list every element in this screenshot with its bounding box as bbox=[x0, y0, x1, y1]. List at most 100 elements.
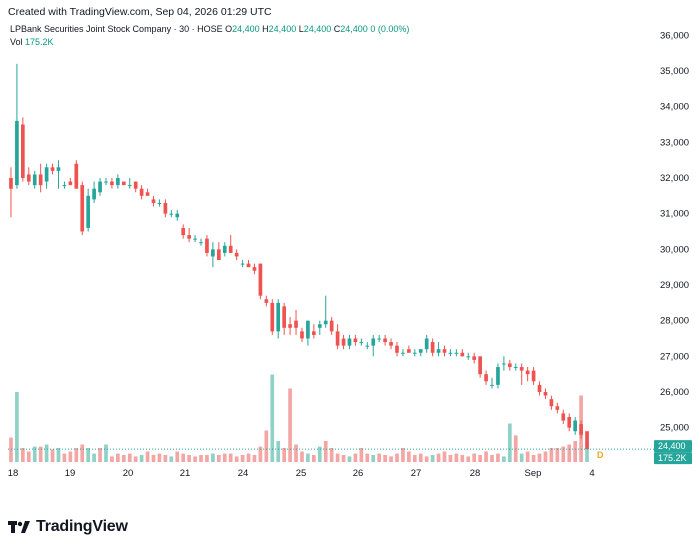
volume-bar bbox=[86, 448, 91, 462]
time-tick-label: 20 bbox=[123, 468, 134, 479]
candle bbox=[151, 195, 156, 207]
candle bbox=[401, 349, 405, 357]
volume-bar bbox=[389, 456, 393, 462]
candle bbox=[383, 334, 387, 346]
candle bbox=[68, 178, 73, 186]
candle-body bbox=[418, 349, 423, 353]
candle bbox=[121, 181, 126, 186]
volume-bar bbox=[151, 455, 156, 462]
candle-body bbox=[442, 349, 447, 353]
candle bbox=[38, 163, 43, 193]
candle bbox=[282, 302, 286, 335]
volume-bar bbox=[50, 449, 55, 462]
candle-body bbox=[92, 188, 96, 200]
time-tick-label: 27 bbox=[411, 468, 422, 479]
candle-body bbox=[157, 202, 162, 204]
candle bbox=[15, 63, 19, 189]
candle-body bbox=[335, 331, 340, 346]
candle-body bbox=[288, 324, 292, 328]
candle bbox=[442, 345, 447, 357]
candle-body bbox=[323, 320, 328, 325]
candle-body bbox=[519, 367, 524, 371]
volume-bar bbox=[407, 451, 411, 462]
candle-body bbox=[359, 342, 364, 344]
created-with-label: Created with TradingView.com, Sep 04, 20… bbox=[8, 6, 272, 18]
volume-bar bbox=[490, 455, 494, 462]
volume-bar bbox=[507, 423, 512, 462]
tradingview-logo-icon bbox=[8, 521, 30, 533]
volume-bar bbox=[116, 453, 120, 462]
candle-body bbox=[561, 413, 566, 421]
volume-bar bbox=[519, 453, 524, 462]
price-tick-label: 26,000 bbox=[660, 387, 689, 398]
volume-bar bbox=[543, 451, 548, 462]
chart-legend: LPBank Securities Joint Stock Company · … bbox=[10, 24, 409, 34]
candle-body bbox=[175, 213, 180, 218]
volume-bar bbox=[9, 437, 13, 462]
volume-bar bbox=[531, 455, 536, 462]
volume-bar bbox=[270, 374, 275, 462]
volume-bar bbox=[216, 455, 221, 462]
time-tick-label: 21 bbox=[180, 468, 191, 479]
volume-bar bbox=[306, 453, 310, 462]
candle bbox=[181, 224, 186, 239]
candle bbox=[585, 431, 589, 450]
candle bbox=[365, 342, 370, 350]
candle-body bbox=[507, 363, 512, 368]
tradingview-logo[interactable]: TradingView bbox=[8, 518, 128, 536]
candle-body bbox=[407, 349, 411, 353]
volume-bar bbox=[110, 456, 114, 462]
volume-bar bbox=[139, 455, 144, 462]
time-tick-label: 26 bbox=[353, 468, 364, 479]
candle bbox=[460, 349, 465, 357]
candle bbox=[323, 295, 328, 328]
candle-body bbox=[163, 202, 168, 214]
candle-body bbox=[222, 245, 227, 253]
candle bbox=[395, 342, 399, 357]
candle bbox=[276, 299, 281, 339]
candle bbox=[240, 260, 245, 268]
candle bbox=[228, 235, 233, 253]
candle-body bbox=[21, 124, 25, 178]
volume-bar bbox=[211, 453, 215, 462]
last-price-label: 24,400 bbox=[658, 441, 686, 451]
volume-bar bbox=[104, 444, 108, 462]
high-label: H bbox=[262, 24, 269, 34]
candle bbox=[567, 413, 572, 432]
volume-bar bbox=[252, 455, 257, 462]
volume-bar bbox=[228, 453, 233, 462]
volume-bar bbox=[80, 444, 85, 462]
volume-bar bbox=[365, 453, 370, 462]
volume-bar bbox=[222, 453, 227, 462]
candle-body bbox=[537, 384, 542, 392]
volume-bar bbox=[549, 448, 554, 462]
candle-body bbox=[15, 120, 19, 186]
candle-body bbox=[127, 185, 132, 187]
candle-body bbox=[484, 374, 488, 382]
close-value: 24,400 bbox=[340, 24, 368, 34]
time-tick-label: 18 bbox=[8, 468, 19, 479]
candle-body bbox=[472, 356, 477, 360]
candle bbox=[127, 178, 132, 189]
time-axis: 18 19 20 21 24 25 26 27 28 Sep 4 bbox=[8, 468, 595, 479]
candle-body bbox=[365, 345, 370, 347]
candle-body bbox=[264, 299, 269, 303]
candle bbox=[9, 167, 13, 218]
volume-bar bbox=[412, 455, 417, 462]
candle bbox=[222, 242, 227, 257]
candle-body bbox=[234, 252, 239, 257]
volume-bar bbox=[329, 448, 334, 462]
dividend-marker[interactable]: D bbox=[597, 450, 604, 460]
volume-bar bbox=[353, 453, 358, 462]
price-tick-label: 29,000 bbox=[660, 280, 689, 291]
candle bbox=[56, 160, 61, 189]
candle bbox=[139, 185, 144, 200]
low-label: L bbox=[298, 24, 304, 34]
volume-bar bbox=[448, 455, 453, 462]
candle-body bbox=[110, 181, 114, 186]
price-tick-label: 33,000 bbox=[660, 137, 689, 148]
volume-bar bbox=[377, 453, 382, 462]
candle-body bbox=[68, 181, 73, 186]
volume-bar bbox=[127, 453, 132, 462]
